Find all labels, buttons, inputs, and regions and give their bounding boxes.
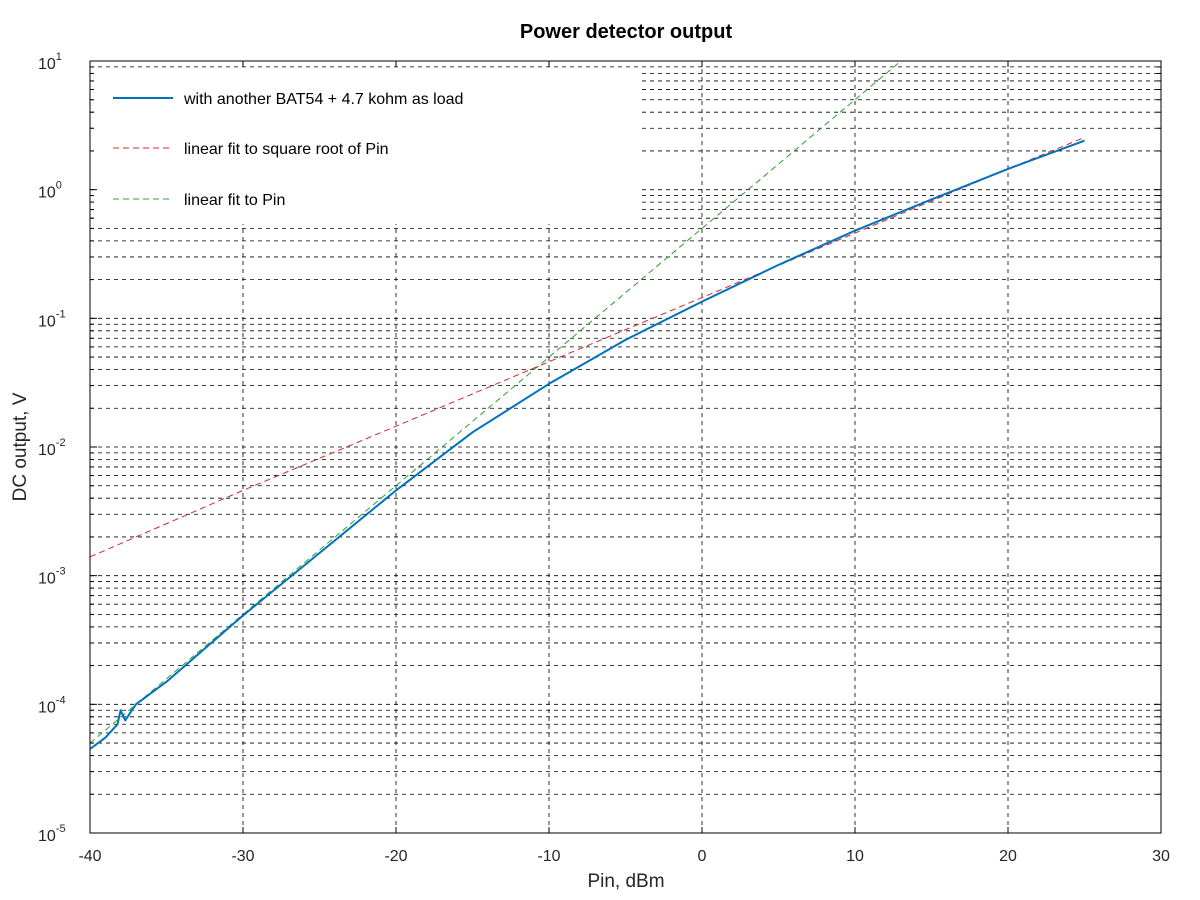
- x-tick-labels: -40 -30 -20 -10 0 10 20 30: [78, 848, 1170, 865]
- y-axis-label: DC output, V: [10, 392, 31, 501]
- x-axis-label: Pin, dBm: [587, 871, 664, 892]
- chart-title: Power detector output: [520, 21, 733, 43]
- x-tick-label: 0: [698, 848, 707, 865]
- legend: with another BAT54 + 4.7 kohm as load li…: [98, 68, 642, 224]
- x-tick-label: 30: [1152, 848, 1170, 865]
- y-tick-labels: 10-5 10-4 10-3 10-2 10-1 100 101: [38, 51, 66, 845]
- legend-label-measured: with another BAT54 + 4.7 kohm as load: [183, 91, 463, 108]
- y-tick-label: 10-4: [38, 694, 66, 716]
- legend-label-sqrt-fit: linear fit to square root of Pin: [184, 141, 389, 158]
- series-measured-line: [89, 139, 1085, 750]
- x-tick-label: -10: [537, 848, 560, 865]
- plot-area: [89, 60, 1085, 750]
- axis-ticks: [89, 60, 1162, 834]
- x-tick-label: -30: [231, 848, 254, 865]
- y-tick-label: 101: [38, 51, 62, 73]
- legend-label-linear-fit: linear fit to Pin: [184, 192, 285, 209]
- x-tick-label: -20: [384, 848, 407, 865]
- series-sqrt-fit-line: [89, 136, 1085, 558]
- y-tick-label: 10-2: [38, 437, 66, 459]
- x-tick-label: 10: [846, 848, 864, 865]
- y-tick-label: 10-1: [38, 308, 66, 330]
- y-tick-label: 10-5: [38, 823, 66, 845]
- y-tick-label: 10-3: [38, 566, 66, 588]
- x-tick-label: -40: [78, 848, 101, 865]
- y-tick-label: 100: [38, 180, 62, 202]
- legend-box: [98, 68, 642, 224]
- x-tick-label: 20: [999, 848, 1017, 865]
